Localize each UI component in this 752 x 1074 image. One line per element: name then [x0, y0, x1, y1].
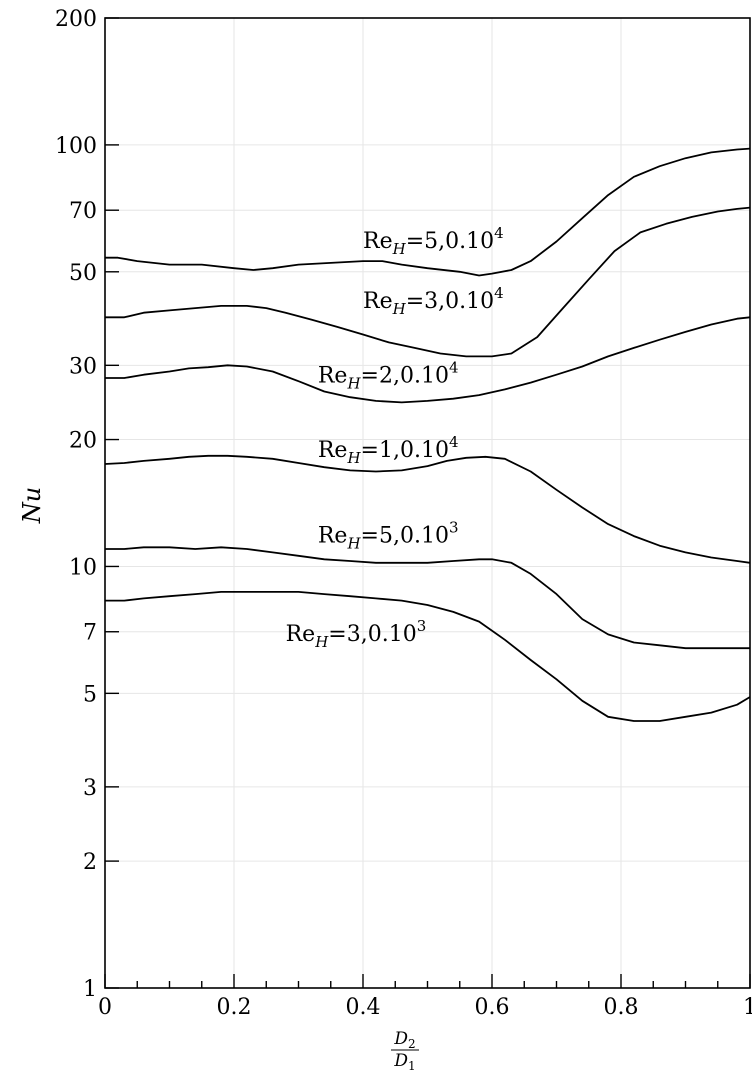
y-tick-label: 3 — [83, 776, 97, 801]
series-line-5 — [105, 546, 750, 650]
series-line-3 — [105, 316, 751, 404]
series-line-2 — [105, 206, 751, 358]
grid-lines — [105, 18, 750, 988]
x-label-numerator: D2 — [393, 1029, 415, 1051]
series-line-4 — [104, 454, 751, 564]
x-tick-label: 0.8 — [604, 995, 639, 1020]
plot-frame — [104, 17, 751, 989]
x-tick-label: 0.4 — [346, 995, 381, 1020]
y-tick-label: 7 — [83, 621, 97, 646]
x-tick-label: 0 — [98, 995, 112, 1020]
x-tick-label: 0.6 — [475, 995, 510, 1020]
series-label-4: ReH=1,0.104 — [318, 433, 459, 467]
series-label-3: ReH=2,0.104 — [318, 359, 459, 393]
series-label-6: ReH=3,0.103 — [286, 617, 427, 651]
x-tick-label: 1 — [743, 995, 752, 1020]
y-tick-label: 50 — [69, 261, 97, 286]
y-tick-label: 100 — [55, 134, 97, 159]
series-label-5: ReH=5,0.103 — [318, 518, 459, 552]
y-tick-label: 20 — [69, 429, 97, 454]
y-tick-label: 2 — [83, 850, 97, 875]
x-tick-label: 0.2 — [217, 995, 252, 1020]
series-line-1 — [105, 147, 751, 277]
y-tick-label: 1 — [83, 977, 97, 1002]
series-labels: ReH=5,0.104 ReH=3,0.104 ReH=2,0.104 ReH=1,0… — [286, 224, 504, 651]
y-tick-label: 200 — [55, 7, 97, 32]
series-line-6 — [105, 591, 751, 722]
axis-ticks: 0 0.2 0.4 0.6 0.8 1 1 2 3 5 7 10 20 30 50 70 100 200 — [55, 7, 752, 1020]
x-label-denominator: D1 — [393, 1051, 415, 1073]
series-label-2: ReH=3,0.104 — [363, 284, 504, 318]
y-axis-label: Nu — [18, 487, 46, 524]
series-label-1: ReH=5,0.104 — [363, 224, 504, 258]
y-tick-label: 30 — [69, 354, 97, 379]
y-tick-label: 5 — [83, 682, 97, 707]
y-tick-label: 10 — [69, 555, 97, 580]
x-axis-label: D2 D1 — [391, 1029, 419, 1073]
series-curves — [104, 147, 751, 722]
y-tick-label: 70 — [69, 199, 97, 224]
